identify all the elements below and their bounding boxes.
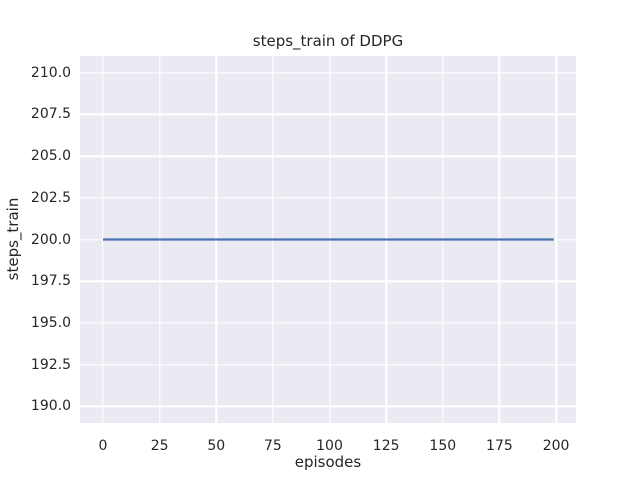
series-layer	[102, 238, 554, 241]
y-tick-label: 192.5	[30, 356, 71, 373]
gridline-horizontal	[80, 71, 576, 74]
x-tick-label: 25	[150, 438, 169, 454]
x-tick-label: 75	[263, 438, 282, 454]
x-tick-label: 150	[429, 438, 457, 454]
gridline-horizontal	[80, 197, 576, 199]
y-tick-label: 197.5	[30, 273, 71, 290]
x-tick-label: 0	[98, 438, 108, 454]
x-axis-label: episodes	[294, 453, 362, 471]
gridline-horizontal	[80, 155, 576, 157]
x-tick-label: 125	[372, 438, 400, 454]
gridline-horizontal	[80, 280, 576, 282]
chart-title: steps_train of DDPG	[252, 32, 404, 50]
gridline-horizontal	[80, 363, 576, 366]
plot-area	[80, 56, 576, 423]
x-tick-label: 100	[316, 438, 343, 454]
gridline-horizontal	[80, 322, 576, 324]
y-tick-label: 205.0	[30, 148, 71, 165]
y-tick-label: 195.0	[30, 314, 71, 331]
y-tick-label: 200.0	[30, 231, 71, 248]
x-tick-label: 200	[542, 438, 570, 454]
gridline-horizontal	[80, 113, 576, 116]
gridline-horizontal	[80, 405, 576, 408]
x-tick-label: 175	[486, 438, 513, 454]
y-tick-label: 202.5	[30, 189, 71, 206]
x-tick-label: 50	[207, 438, 226, 454]
y-tick-label: 190.0	[30, 398, 71, 415]
y-tick-label: 210.0	[30, 64, 71, 81]
y-tick-label: 207.5	[30, 106, 71, 123]
